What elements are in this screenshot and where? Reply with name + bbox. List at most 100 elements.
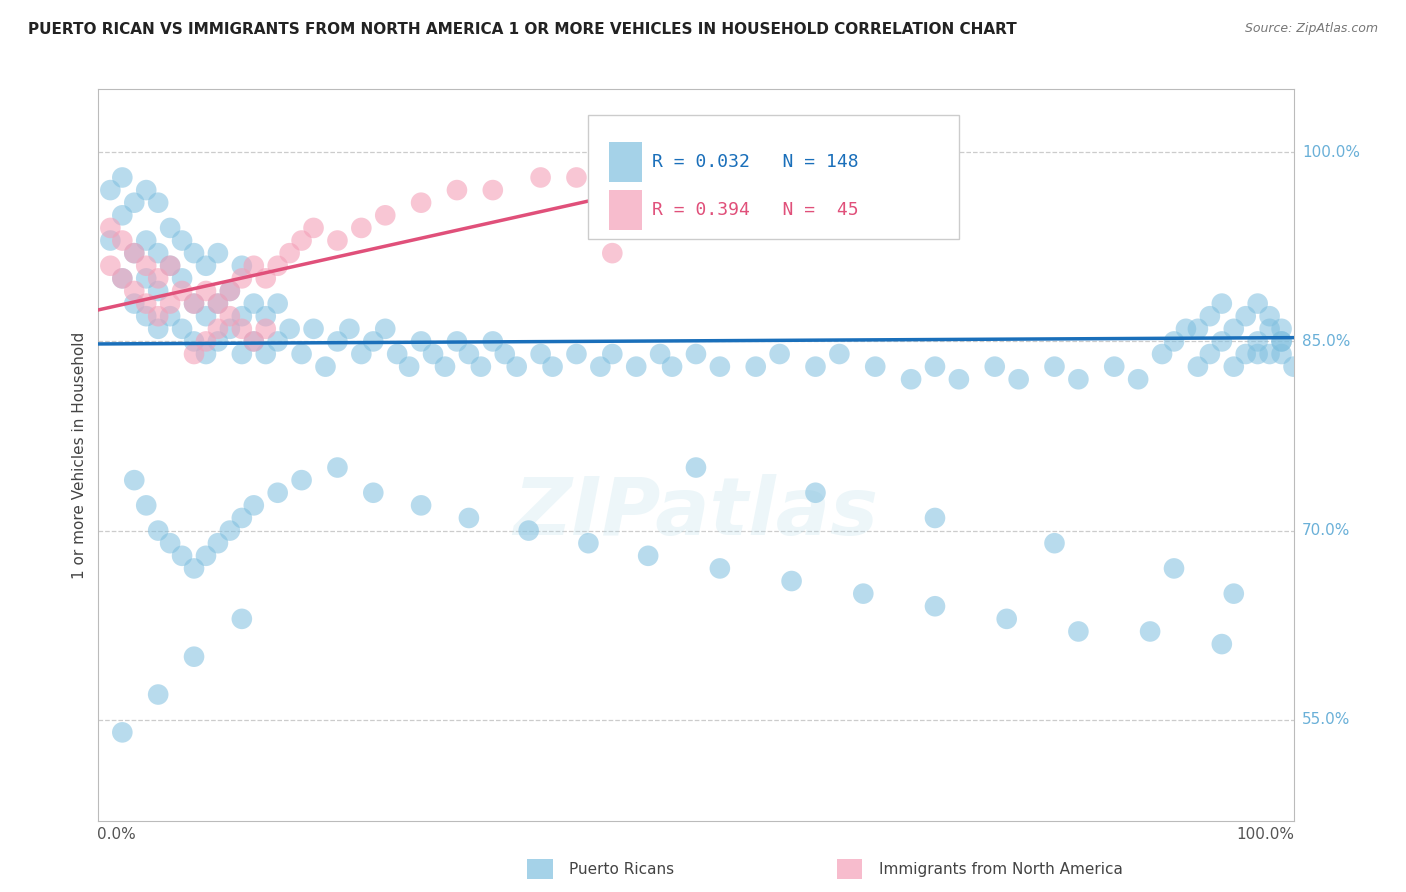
Point bbox=[363, 485, 385, 500]
Point bbox=[804, 485, 827, 500]
Point bbox=[231, 259, 253, 273]
Point bbox=[446, 183, 468, 197]
Point bbox=[1043, 359, 1066, 374]
Point bbox=[148, 284, 170, 298]
Point bbox=[1282, 359, 1305, 374]
Point bbox=[315, 359, 337, 374]
Point bbox=[374, 208, 396, 222]
Point bbox=[98, 221, 122, 235]
Point bbox=[183, 649, 205, 664]
Point bbox=[852, 587, 875, 601]
Point bbox=[207, 536, 229, 550]
Point bbox=[1258, 347, 1281, 361]
Point bbox=[768, 347, 790, 361]
Point bbox=[1271, 322, 1294, 336]
Text: PUERTO RICAN VS IMMIGRANTS FROM NORTH AMERICA 1 OR MORE VEHICLES IN HOUSEHOLD CO: PUERTO RICAN VS IMMIGRANTS FROM NORTH AM… bbox=[28, 22, 1017, 37]
Point bbox=[124, 246, 146, 260]
Point bbox=[326, 334, 349, 349]
Point bbox=[517, 524, 540, 538]
Point bbox=[411, 499, 433, 513]
Point bbox=[135, 296, 157, 310]
Point bbox=[374, 322, 396, 336]
Point bbox=[183, 296, 205, 310]
Point bbox=[267, 334, 290, 349]
Point bbox=[924, 359, 946, 374]
Point bbox=[231, 347, 253, 361]
Point bbox=[172, 322, 194, 336]
Point bbox=[1187, 359, 1209, 374]
Text: R = 0.394   N =  45: R = 0.394 N = 45 bbox=[652, 201, 859, 219]
Point bbox=[1211, 334, 1233, 349]
Point bbox=[135, 309, 157, 323]
Point bbox=[231, 271, 253, 285]
Text: 85.0%: 85.0% bbox=[1302, 334, 1350, 349]
Point bbox=[219, 284, 242, 298]
Point bbox=[470, 359, 492, 374]
Point bbox=[565, 170, 588, 185]
Point bbox=[506, 359, 529, 374]
Point bbox=[290, 234, 312, 248]
Point bbox=[194, 334, 217, 349]
Point bbox=[1246, 296, 1268, 310]
Point bbox=[983, 359, 1005, 374]
Point bbox=[267, 485, 290, 500]
Point bbox=[135, 259, 157, 273]
Point bbox=[183, 296, 205, 310]
Point bbox=[350, 347, 373, 361]
Point bbox=[207, 296, 229, 310]
Point bbox=[278, 246, 301, 260]
Point bbox=[219, 309, 242, 323]
FancyBboxPatch shape bbox=[609, 142, 643, 183]
Point bbox=[458, 511, 481, 525]
Point bbox=[254, 347, 277, 361]
Point bbox=[709, 561, 731, 575]
Point bbox=[207, 296, 229, 310]
Point bbox=[290, 347, 312, 361]
Point bbox=[194, 549, 217, 563]
Point bbox=[709, 359, 731, 374]
Point bbox=[194, 259, 217, 273]
Point bbox=[148, 309, 170, 323]
Point bbox=[183, 561, 205, 575]
Point bbox=[494, 347, 516, 361]
Point bbox=[863, 359, 886, 374]
Point bbox=[565, 347, 588, 361]
Point bbox=[124, 246, 146, 260]
Point bbox=[1067, 624, 1090, 639]
Point bbox=[207, 246, 229, 260]
Text: ZIPatlas: ZIPatlas bbox=[513, 475, 879, 552]
Point bbox=[1163, 334, 1185, 349]
Point bbox=[183, 246, 205, 260]
Point bbox=[148, 688, 170, 702]
Point bbox=[124, 195, 146, 210]
Point bbox=[648, 158, 672, 172]
Point bbox=[148, 271, 170, 285]
Point bbox=[411, 195, 433, 210]
Point bbox=[398, 359, 420, 374]
Point bbox=[529, 170, 551, 185]
Point bbox=[231, 612, 253, 626]
Point bbox=[948, 372, 970, 386]
Point bbox=[924, 599, 946, 614]
Point bbox=[1222, 359, 1246, 374]
Point bbox=[600, 246, 623, 260]
Point bbox=[183, 334, 205, 349]
Point bbox=[302, 221, 325, 235]
Text: Puerto Ricans: Puerto Ricans bbox=[569, 863, 675, 877]
Point bbox=[267, 259, 290, 273]
Point bbox=[159, 296, 181, 310]
Point bbox=[148, 195, 170, 210]
Point bbox=[172, 271, 194, 285]
Point bbox=[733, 158, 755, 172]
Text: Source: ZipAtlas.com: Source: ZipAtlas.com bbox=[1244, 22, 1378, 36]
Point bbox=[685, 460, 707, 475]
Point bbox=[1175, 322, 1198, 336]
Point bbox=[1234, 309, 1257, 323]
Y-axis label: 1 or more Vehicles in Household: 1 or more Vehicles in Household bbox=[72, 331, 87, 579]
Point bbox=[111, 208, 134, 222]
Point bbox=[685, 347, 707, 361]
Point bbox=[481, 334, 505, 349]
Point bbox=[243, 334, 266, 349]
Point bbox=[98, 259, 122, 273]
Point bbox=[529, 347, 551, 361]
